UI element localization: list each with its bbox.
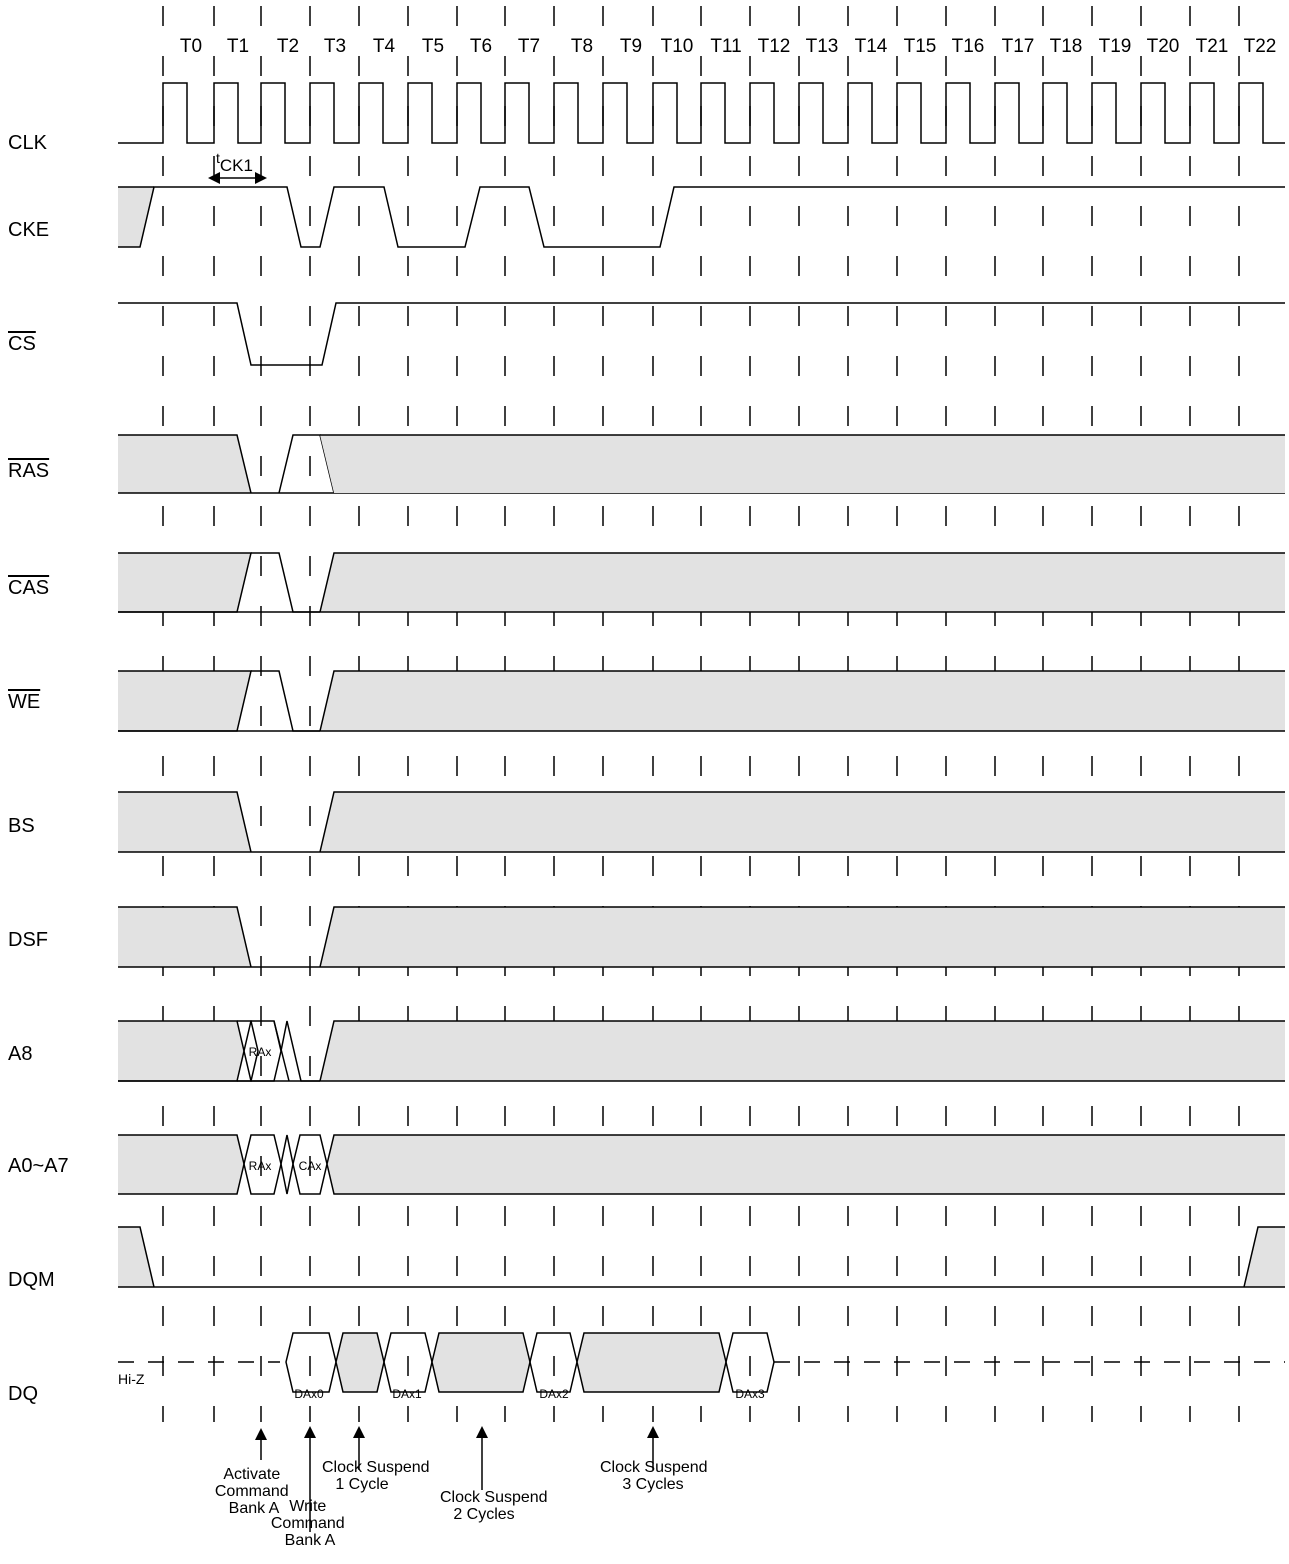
tick-label-t19: T19 [1099,36,1132,57]
a8-wave [118,1020,1285,1082]
cke-shade [118,187,154,247]
tick-label-t6: T6 [470,36,492,57]
annotation-text: Activate Command Bank A Write Command Ba… [215,1459,712,1549]
tick-label-t14: T14 [855,36,888,57]
hi-z-label: Hi-Z [118,1371,145,1387]
tck1-label: tCK1 [216,150,253,175]
suspend1-note: Clock Suspend 1 Cycle [322,1459,434,1493]
tick-label-t11: T11 [710,36,741,57]
tick-label-t8: T8 [571,36,593,57]
signal-label-clk: CLK [8,132,48,154]
signal-label-we: WE [8,691,40,713]
signal-label-bs: BS [8,815,35,837]
tick-label-t18: T18 [1050,36,1083,57]
tick-label-t3: T3 [324,36,346,57]
signal-label-dq: DQ [8,1383,38,1405]
signal-label-a8: A8 [8,1043,32,1065]
a8-row-address: RAx [249,1045,272,1059]
tick-label-t20: T20 [1147,36,1180,57]
tick-label-t15: T15 [904,36,937,57]
signal-label-cs: CS [8,333,36,355]
signal-label-ras: RAS [8,460,49,482]
tick-label-t2: T2 [277,36,299,57]
dq-cell-suspend2 [431,1332,531,1393]
cas-wave [118,552,1285,613]
dq-cell-suspend1 [335,1332,385,1393]
tick-labels: T0 T1 T2 T3 T4 T5 T6 T7 T8 T9 T10 T11 T12 T13 T14 T15 T1… [180,36,1276,57]
suspend2-note: Clock Suspend 2 Cycles [440,1489,552,1523]
dq-cell-dax0 [285,1332,337,1393]
signal-label-a0-a7: A0~A7 [8,1155,69,1177]
dq-wave [118,1332,1285,1393]
annotations [255,1426,659,1532]
dq-data-2: DAx2 [539,1387,569,1401]
ras-wave [118,434,1285,494]
a0-a7-wave [118,1134,1285,1195]
tick-label-t10: T10 [661,36,694,57]
tick-label-t5: T5 [422,36,444,57]
dq-cell-suspend3 [576,1332,727,1393]
signal-labels: CLK CKE CS RAS CAS WE BS DSF A8 A0~A7 DQ… [8,132,69,1405]
signal-label-cas: CAS [8,577,49,599]
signal-label-cke: CKE [8,219,49,241]
a0-a7-row-address: RAx [249,1159,272,1173]
tick-label-t12: T12 [758,36,791,57]
signal-label-dsf: DSF [8,929,48,951]
dsf-wave [118,906,1285,968]
tck1-marker: tCK1 [208,150,267,184]
dq-data-3: DAx3 [735,1387,765,1401]
dq-data-1: DAx1 [392,1387,422,1401]
tick-label-t4: T4 [373,36,396,57]
write-note: Write Command Bank A [271,1498,349,1549]
we-wave [118,670,1285,732]
cell-labels: RAx RAx CAx DAx0 DAx1 DAx2 DAx3 Hi-Z [118,1045,765,1401]
dq-data-0: DAx0 [294,1387,324,1401]
clk-wave [118,82,1285,144]
tick-label-t1: T1 [227,36,249,57]
cs-wave [118,302,1285,366]
tick-label-t0: T0 [180,36,202,57]
a0-a7-column-address: CAx [299,1159,322,1173]
tick-label-t21: T21 [1196,36,1229,57]
dqm-wave [118,1226,1285,1288]
dq-cell-dax3 [725,1332,775,1393]
tick-label-t16: T16 [952,36,985,57]
tick-label-t9: T9 [620,36,642,57]
waveforms [118,82,1285,1393]
tick-label-t22: T22 [1244,36,1277,57]
activate-note: Activate Command Bank A [215,1466,293,1517]
tick-label-t17: T17 [1002,36,1035,57]
tick-label-t7: T7 [518,36,540,57]
suspend3-note: Clock Suspend 3 Cycles [600,1459,712,1493]
signal-label-dqm: DQM [8,1269,55,1291]
tick-label-t13: T13 [806,36,839,57]
cke-wave [118,186,1285,248]
bs-wave [118,791,1285,853]
